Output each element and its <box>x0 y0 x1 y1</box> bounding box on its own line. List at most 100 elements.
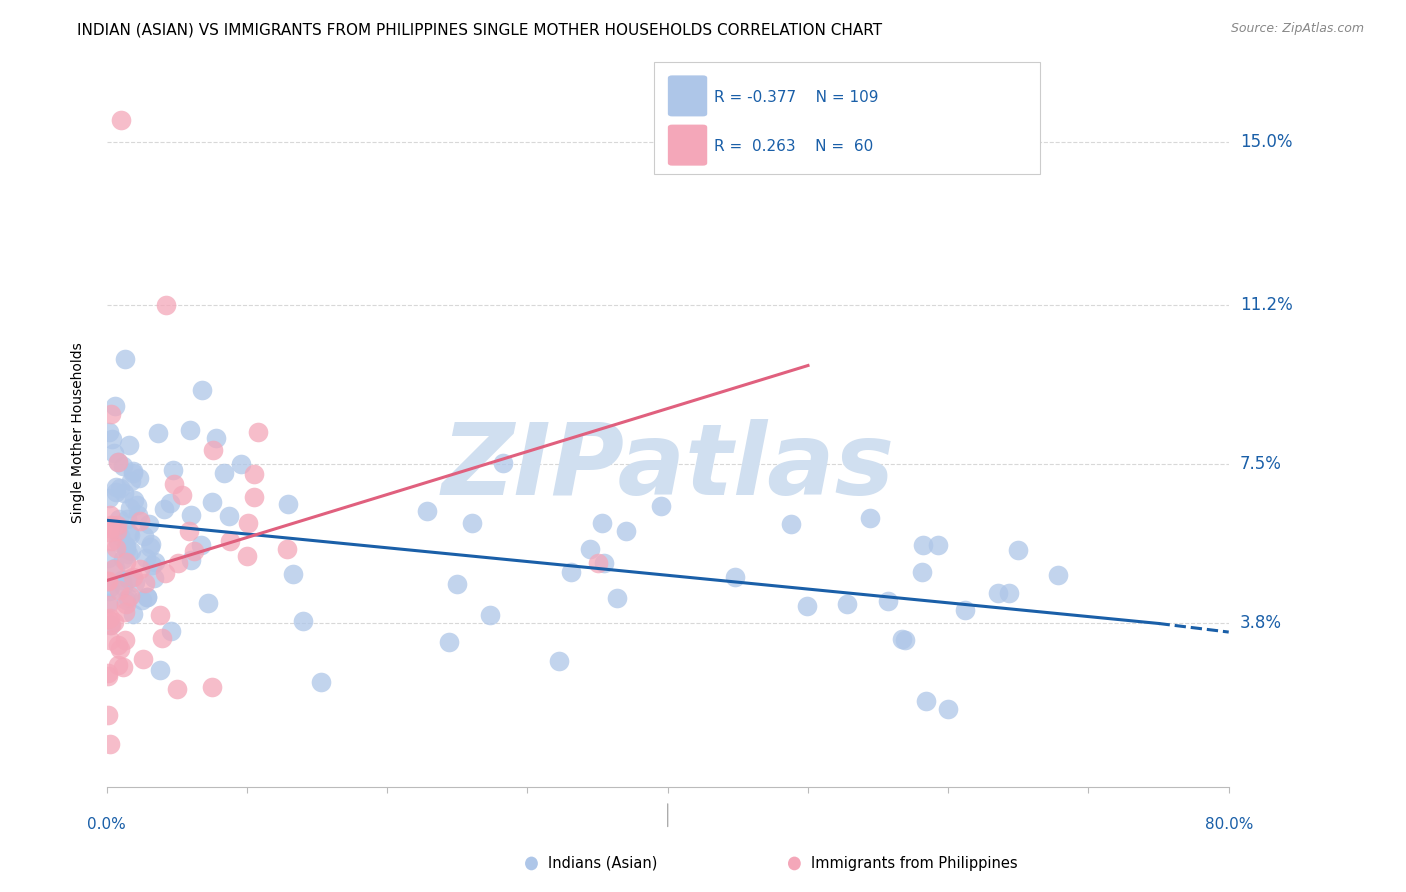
Text: 11.2%: 11.2% <box>1240 296 1292 314</box>
Point <box>153 566 176 581</box>
Point <box>118 528 141 542</box>
Point <box>121 464 143 478</box>
Point <box>492 456 515 470</box>
Point <box>190 384 212 398</box>
Point <box>155 298 177 312</box>
Point <box>114 605 136 619</box>
Point <box>859 510 882 524</box>
Point <box>911 566 934 580</box>
Point <box>118 438 141 452</box>
Point <box>120 474 142 488</box>
Point <box>148 608 170 623</box>
Point <box>112 486 135 500</box>
Point <box>100 407 122 421</box>
Point <box>105 479 128 493</box>
Point <box>150 631 173 645</box>
Point <box>439 635 461 649</box>
Point <box>614 524 637 538</box>
Point <box>98 525 121 540</box>
Point <box>121 607 143 621</box>
Point <box>713 144 735 158</box>
Point <box>998 586 1021 600</box>
Text: 80.0%: 80.0% <box>1205 817 1253 832</box>
Point <box>1007 543 1029 558</box>
Point <box>129 514 152 528</box>
Point <box>100 517 122 532</box>
Point <box>104 484 127 499</box>
Point <box>479 607 502 622</box>
Point <box>115 541 138 556</box>
Point <box>121 570 143 584</box>
Point <box>98 617 121 632</box>
Text: 15.0%: 15.0% <box>1240 133 1292 151</box>
Point <box>243 467 266 481</box>
Point <box>103 446 125 460</box>
Point <box>111 551 134 566</box>
Point <box>159 496 181 510</box>
Point <box>927 537 949 551</box>
Point <box>98 737 121 751</box>
Point <box>97 598 120 612</box>
Point <box>128 471 150 485</box>
Point <box>135 551 157 566</box>
Point <box>101 561 124 575</box>
Point <box>166 681 188 696</box>
Point <box>122 493 145 508</box>
Point <box>105 517 128 532</box>
Point <box>118 526 141 541</box>
Point <box>98 521 121 535</box>
Text: Source: ZipAtlas.com: Source: ZipAtlas.com <box>1230 22 1364 36</box>
Point <box>97 574 120 588</box>
Point <box>121 467 143 481</box>
Point <box>120 543 142 558</box>
Point <box>579 541 602 556</box>
Point <box>197 596 219 610</box>
Point <box>115 597 138 611</box>
Point <box>796 599 818 613</box>
Point <box>97 669 120 683</box>
Point <box>650 499 672 513</box>
Point <box>593 556 616 570</box>
Point <box>125 498 148 512</box>
Point <box>218 534 240 549</box>
Point <box>97 612 120 626</box>
Point <box>134 576 156 591</box>
Point <box>190 538 212 552</box>
Point <box>145 555 167 569</box>
Point <box>111 659 134 673</box>
Point <box>117 572 139 586</box>
Text: 3.8%: 3.8% <box>1240 615 1282 632</box>
Point <box>129 562 152 576</box>
Point <box>117 591 139 605</box>
Point <box>141 537 163 551</box>
Point <box>835 597 858 611</box>
Point <box>97 551 120 566</box>
Text: INDIAN (ASIAN) VS IMMIGRANTS FROM PHILIPPINES SINGLE MOTHER HOUSEHOLDS CORRELATI: INDIAN (ASIAN) VS IMMIGRANTS FROM PHILIP… <box>77 22 883 37</box>
Point <box>205 431 228 445</box>
Point <box>131 592 153 607</box>
Point <box>560 565 582 579</box>
Point <box>276 541 298 556</box>
Point <box>104 541 127 555</box>
Point <box>136 590 159 604</box>
Point <box>98 632 121 647</box>
Point <box>98 508 121 522</box>
Text: ZIPatlas: ZIPatlas <box>441 419 894 516</box>
Point <box>115 555 138 569</box>
Point <box>149 663 172 677</box>
Point <box>110 113 132 128</box>
Point <box>780 517 803 532</box>
Point <box>103 615 125 629</box>
Point <box>111 459 134 474</box>
Point <box>159 624 181 638</box>
Point <box>201 680 224 694</box>
Point <box>107 512 129 526</box>
Point <box>97 665 120 680</box>
Point <box>179 423 201 437</box>
Point <box>183 544 205 558</box>
Point <box>101 432 124 446</box>
Y-axis label: Single Mother Households: Single Mother Households <box>72 342 86 523</box>
Point <box>138 517 160 532</box>
Point <box>915 694 938 708</box>
Point <box>162 462 184 476</box>
